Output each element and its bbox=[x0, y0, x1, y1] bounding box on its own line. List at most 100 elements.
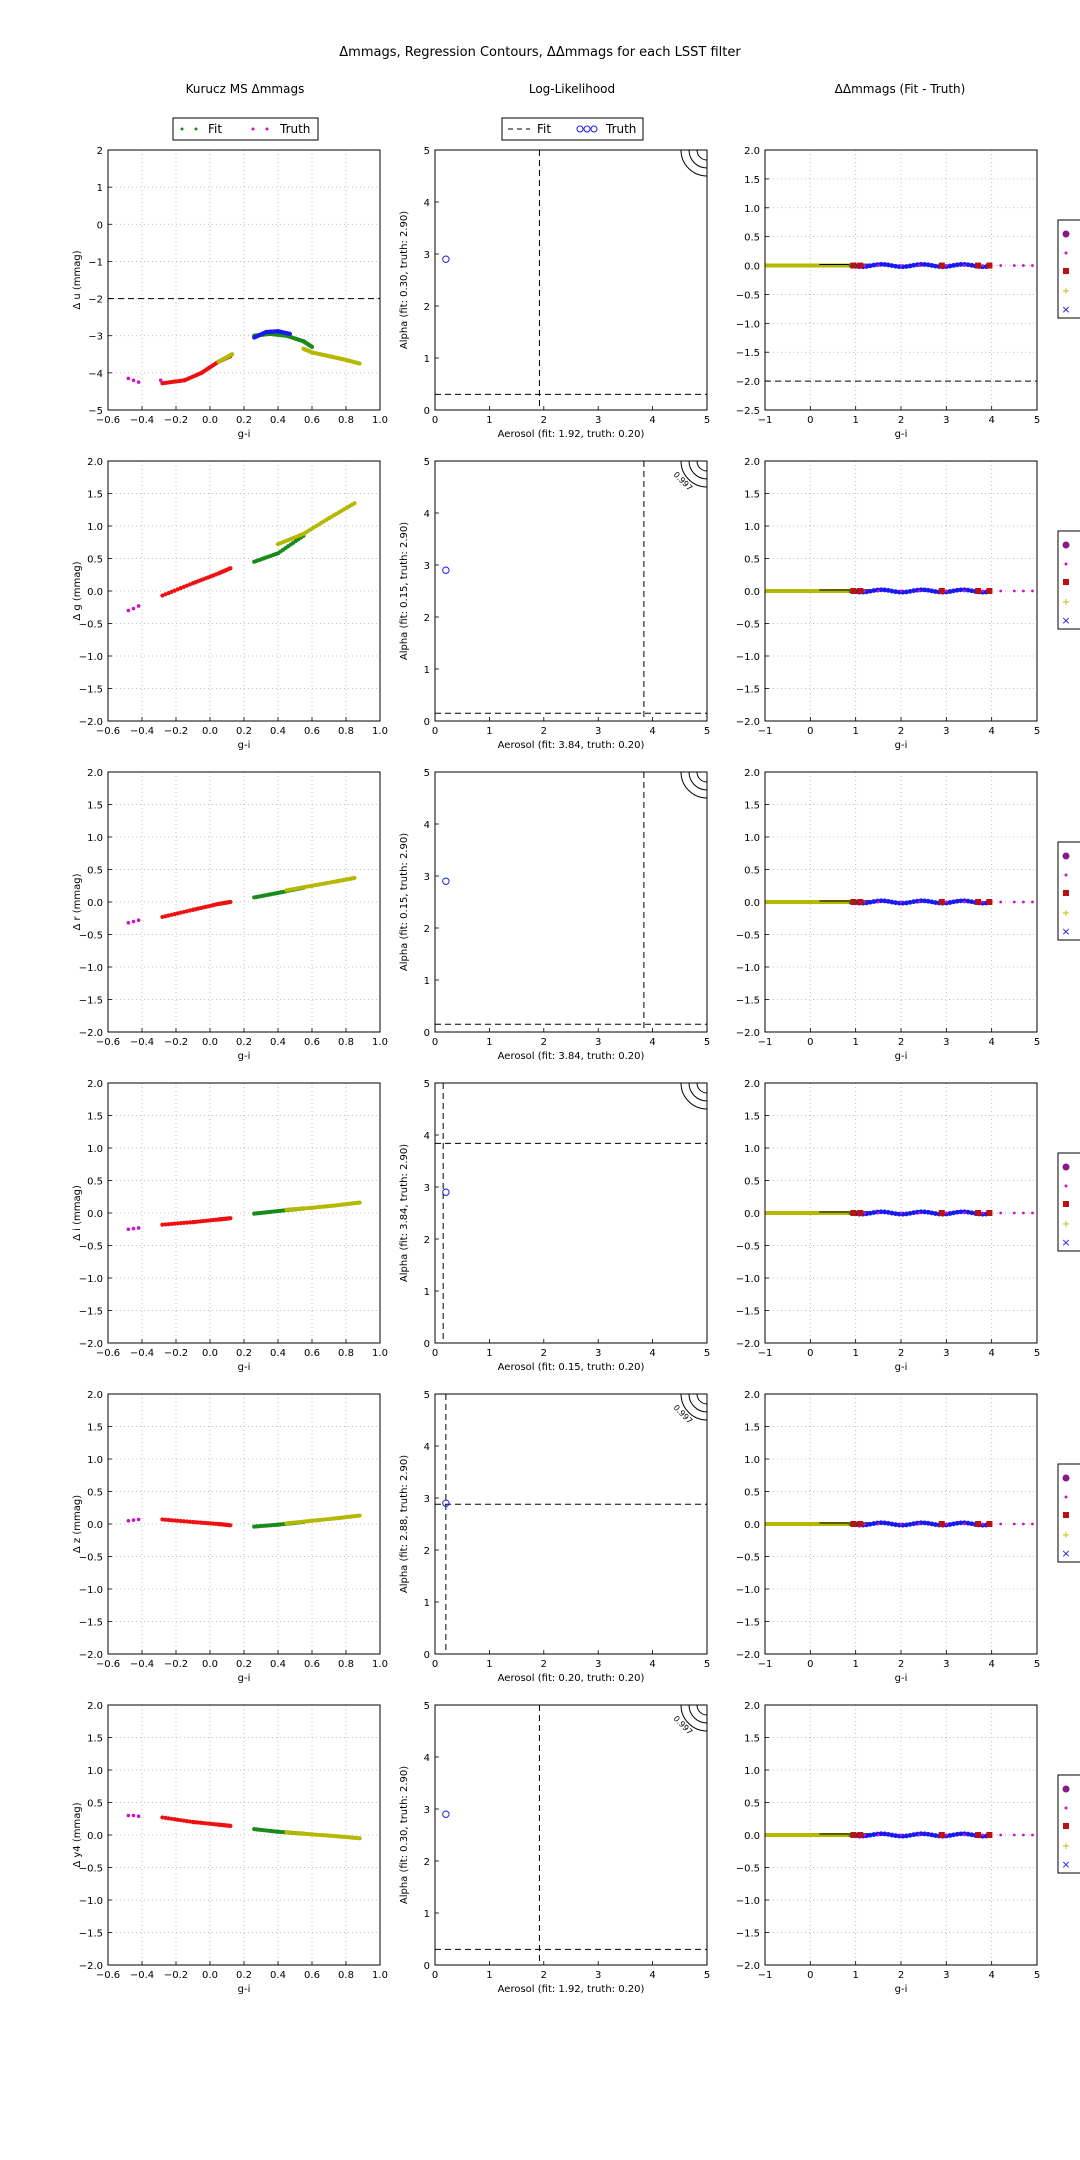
truth-point bbox=[126, 1813, 131, 1818]
tick-label-y: −1.0 bbox=[736, 319, 760, 330]
tick-label-x: 0.4 bbox=[270, 1348, 286, 1359]
x-axis-label: Aerosol (fit: 0.20, truth: 0.20) bbox=[498, 1673, 645, 1684]
tick-label-y: 2 bbox=[424, 1235, 430, 1246]
diff-point-blue bbox=[871, 1521, 877, 1526]
tick-label-y: −0.5 bbox=[79, 931, 103, 942]
diff-point-blue bbox=[947, 1522, 953, 1527]
tick-label-x: 0.6 bbox=[304, 1037, 320, 1048]
diff-point-magenta bbox=[1031, 900, 1034, 904]
fit-point bbox=[163, 1222, 168, 1227]
diff-point-blue bbox=[871, 1832, 877, 1837]
tick-label-y: −1.5 bbox=[79, 996, 103, 1007]
fit-point bbox=[352, 501, 357, 506]
tick-label-y: 0 bbox=[97, 220, 103, 231]
tick-label-x: 0.0 bbox=[202, 726, 218, 737]
tick-label-y: −2.0 bbox=[79, 1339, 103, 1350]
tick-label-x: −0.2 bbox=[164, 1970, 188, 1981]
legend-marker-cross: × bbox=[1061, 1858, 1070, 1871]
diff-point-magenta bbox=[963, 264, 966, 267]
diff-point-blue bbox=[929, 588, 935, 594]
diff-point-magenta bbox=[944, 1833, 948, 1837]
diff-point-magenta bbox=[1012, 1833, 1016, 1837]
panel-ddmmags-i: −1 0 1 2 3 4 5 −2.0 −1.5 −1.0 −0.5 0.0 0.5 1.0 1.5 2.0 g… bbox=[736, 1079, 1080, 1373]
fit-point bbox=[178, 1518, 183, 1524]
tick-label-y: 0.5 bbox=[744, 866, 760, 877]
tick-label-x: 0.0 bbox=[202, 1348, 218, 1359]
tick-label-y: 0.0 bbox=[744, 1520, 760, 1531]
tick-label-x: 1 bbox=[852, 415, 858, 426]
diff-point-magenta bbox=[876, 1833, 880, 1837]
tick-label-y: 1 bbox=[424, 976, 430, 987]
tick-label-x: 1.0 bbox=[372, 1037, 388, 1048]
diff-point-blue bbox=[893, 589, 898, 595]
diff-point-blue bbox=[882, 1831, 888, 1837]
diff-point-blue bbox=[889, 263, 895, 268]
tick-label-x: 0.8 bbox=[338, 1970, 354, 1981]
tick-label-x: 2 bbox=[898, 1348, 904, 1359]
tick-label-x: 3 bbox=[943, 1348, 949, 1359]
column-title-loglike: Log-Likelihood bbox=[529, 82, 615, 96]
tick-label-x: 5 bbox=[1034, 726, 1040, 737]
tick-label-y: −1.0 bbox=[79, 1896, 103, 1907]
legend-marker-plus: + bbox=[1062, 1530, 1070, 1541]
contour-line bbox=[688, 1082, 708, 1102]
diff-point-red bbox=[857, 1521, 864, 1527]
tick-label-y: 2.0 bbox=[87, 1079, 103, 1090]
tick-label-y: 2.0 bbox=[87, 1701, 103, 1712]
x-axis-label: g-i bbox=[895, 1984, 908, 1995]
tick-label-x: 2 bbox=[541, 415, 547, 426]
plot-frame bbox=[764, 1082, 1038, 1344]
tick-label-y: 0.5 bbox=[87, 1177, 103, 1188]
tick-label-x: 1.0 bbox=[372, 726, 388, 737]
legend-marker-square bbox=[1063, 1201, 1069, 1207]
tick-label-y: 0.0 bbox=[744, 262, 760, 273]
contour-line bbox=[680, 149, 708, 177]
diff-point-red bbox=[986, 262, 993, 269]
tick-label-y: 1 bbox=[97, 183, 103, 194]
diff-point-blue bbox=[958, 1209, 964, 1215]
tick-label-y: 3 bbox=[424, 1805, 430, 1816]
tick-label-y: 0.5 bbox=[744, 1488, 760, 1499]
tick-label-y: 1.0 bbox=[744, 1455, 760, 1466]
tick-label-x: 0.0 bbox=[202, 1037, 218, 1048]
tick-label-y: −1.0 bbox=[736, 963, 760, 974]
legend-col2-truth-label: Truth bbox=[605, 122, 636, 136]
diff-point-blue bbox=[925, 1831, 931, 1837]
diff-point-blue bbox=[969, 1521, 975, 1527]
diff-point-blue bbox=[954, 1520, 960, 1526]
diff-point-blue bbox=[867, 263, 873, 269]
legend-marker-square bbox=[1063, 890, 1069, 896]
tick-label-x: 0.2 bbox=[236, 415, 252, 426]
x-axis-label: g-i bbox=[238, 740, 251, 751]
panel-loglike-i: 0 1 2 3 4 5 0 1 2 3 4 5 Aerosol (fit: 0.15, truth: 0… bbox=[399, 1079, 710, 1373]
tick-label-y: 0 bbox=[424, 717, 430, 728]
tick-label-x: 0.4 bbox=[270, 1970, 286, 1981]
tick-label-x: −0.4 bbox=[130, 726, 154, 737]
tick-label-y: 2 bbox=[424, 1546, 430, 1557]
diff-point-red bbox=[850, 1210, 857, 1216]
diff-point-blue bbox=[929, 1832, 935, 1838]
diff-point-blue bbox=[969, 1832, 975, 1838]
tick-label-y: 3 bbox=[424, 1494, 430, 1505]
diff-point-blue bbox=[907, 1832, 913, 1838]
diff-point-magenta bbox=[899, 589, 903, 593]
tick-label-y: 0.0 bbox=[744, 1831, 760, 1842]
plot-frame bbox=[107, 460, 381, 722]
tick-label-x: 0.6 bbox=[304, 1970, 320, 1981]
fit-point bbox=[357, 361, 362, 366]
tick-label-x: 2 bbox=[898, 726, 904, 737]
fit-point bbox=[181, 1519, 186, 1524]
tick-label-x: 0.6 bbox=[304, 1348, 320, 1359]
truth-marker bbox=[442, 1810, 450, 1818]
diff-point-blue bbox=[885, 1520, 891, 1526]
panel-dmmags-r: −0.6 −0.4 −0.2 0.0 0.2 0.4 0.6 0.8 1.0 −2.0 −1.5 −1… bbox=[72, 768, 388, 1062]
diff-point-blue bbox=[878, 261, 884, 267]
fit-point bbox=[178, 1221, 183, 1226]
diff-point-blue bbox=[885, 262, 891, 268]
diff-point-blue bbox=[958, 1520, 964, 1526]
tick-label-y: −1.0 bbox=[79, 652, 103, 663]
diff-point-blue bbox=[969, 262, 975, 268]
tick-label-x: 2 bbox=[541, 1037, 547, 1048]
tick-label-x: 0 bbox=[807, 1037, 813, 1048]
diff-point-magenta bbox=[899, 1522, 903, 1526]
